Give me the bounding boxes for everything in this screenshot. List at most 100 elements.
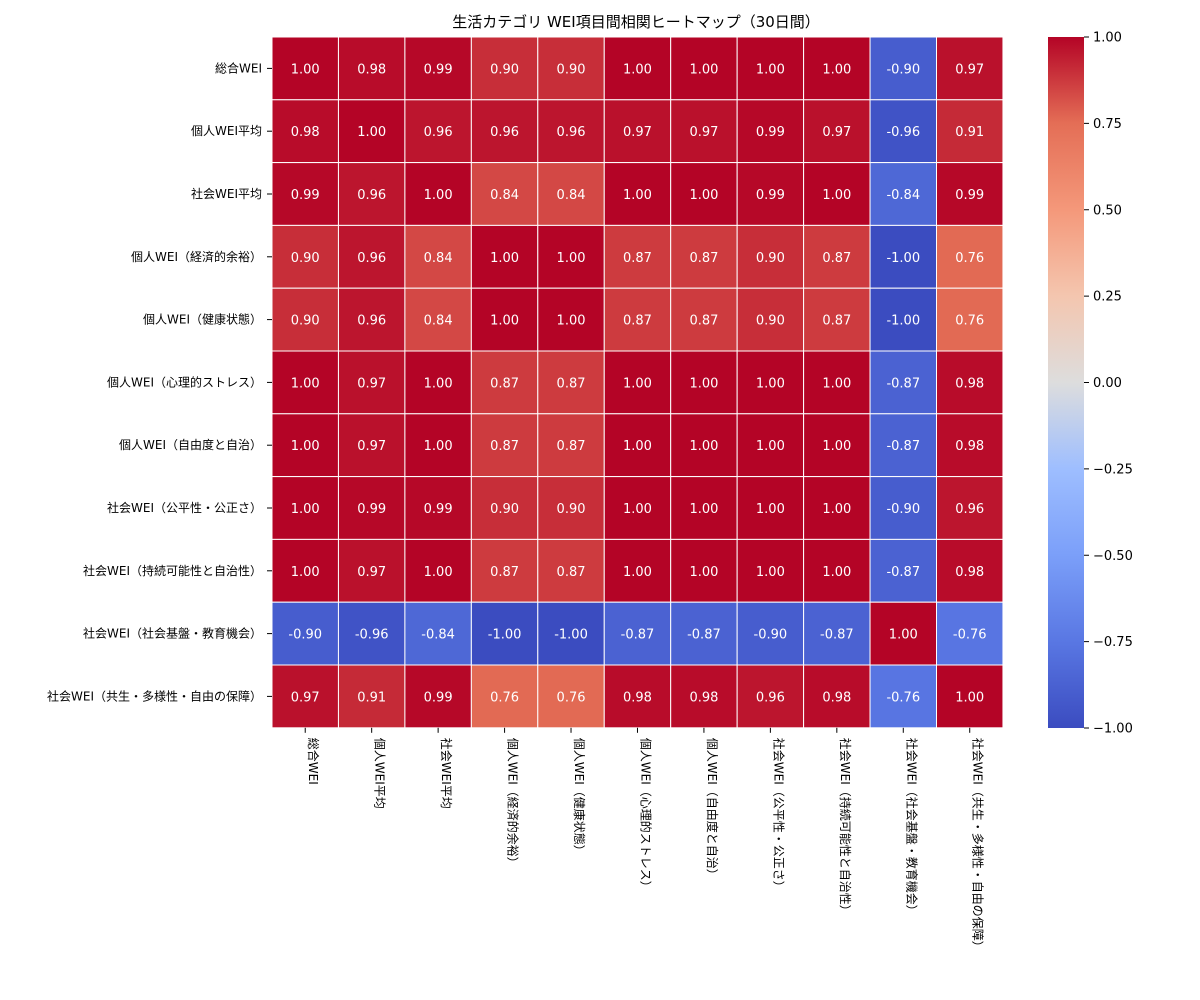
heatmap-cell — [869, 538, 937, 603]
cell-value-label: 1.00 — [689, 376, 718, 391]
cell-value-label: 1.00 — [623, 62, 652, 77]
colorbar-tick-label: −0.50 — [1093, 549, 1133, 564]
cell-value-label: 0.76 — [557, 690, 586, 705]
heatmap-cell — [537, 162, 605, 226]
colorbar: 1.00 0.75 0.50 0.25 0.00 −0.25 −0.50 −0.75 −1.00 — [1048, 31, 1133, 737]
cell-value-label: 0.99 — [756, 125, 785, 140]
cell-value-label: 0.90 — [291, 251, 320, 266]
cell-value-label: 1.00 — [822, 502, 851, 517]
cell-value-label: 1.00 — [424, 376, 453, 391]
heatmap-cell — [404, 664, 472, 729]
heatmap-cell — [537, 287, 605, 352]
cell-value-label: 1.00 — [357, 125, 386, 140]
cell-value-label: 0.96 — [557, 125, 586, 140]
cell-value-label: 0.99 — [424, 502, 453, 517]
heatmap-cell — [603, 664, 672, 729]
cell-value-label: 0.87 — [689, 251, 718, 266]
heatmap-cell — [603, 99, 672, 164]
heatmap-cell — [736, 99, 805, 164]
heatmap-cell — [271, 476, 339, 540]
heatmap-cell — [337, 287, 406, 352]
column-label: 社会WEI（社会基盤・教育機会） — [904, 738, 919, 917]
cell-value-label: 0.96 — [424, 125, 453, 140]
column-label: 個人WEI平均 — [373, 738, 387, 809]
column-label: 社会WEI平均 — [439, 738, 454, 809]
row-label: 総合WEI — [215, 60, 262, 75]
heatmap-cell — [803, 601, 871, 666]
heatmap-cell — [736, 601, 805, 666]
cell-value-label: 0.99 — [955, 188, 984, 203]
cell-value-label: 1.00 — [689, 565, 718, 580]
heatmap-cell — [670, 99, 738, 164]
cell-value-label: -0.96 — [886, 125, 920, 140]
heatmap-cell — [470, 224, 539, 289]
heatmap-cell — [470, 350, 539, 415]
cell-value-label: 0.90 — [490, 502, 519, 517]
cell-value-label: 0.87 — [623, 251, 652, 266]
heatmap-cell — [936, 413, 1004, 478]
heatmap-cell — [470, 36, 539, 101]
heatmap-cell — [271, 538, 339, 603]
cell-value-label: 0.97 — [357, 565, 386, 580]
heatmap-cell — [670, 413, 738, 478]
cell-value-label: 0.96 — [756, 690, 785, 705]
heatmap-cell — [603, 601, 672, 666]
heatmap-cell — [271, 99, 339, 164]
heatmap-cell — [470, 287, 539, 352]
colorbar-tick-label: 0.75 — [1093, 117, 1122, 132]
cell-value-label: 1.00 — [623, 502, 652, 517]
cell-value-label: 0.96 — [490, 125, 519, 140]
heatmap-cell — [603, 162, 672, 226]
cell-value-label: -0.87 — [886, 376, 920, 391]
column-label: 社会WEI（持続可能性と自治性） — [838, 738, 853, 917]
cell-value-label: -0.84 — [886, 188, 920, 203]
colorbar-tick-label: −1.00 — [1093, 722, 1133, 737]
cell-value-label: 0.91 — [955, 125, 984, 140]
cell-value-label: 1.00 — [424, 439, 453, 454]
column-label: 個人WEI（心理的ストレス） — [638, 738, 653, 893]
heatmap-cell — [470, 476, 539, 540]
cell-value-label: 1.00 — [689, 502, 718, 517]
cell-value-label: 0.87 — [689, 314, 718, 329]
row-label: 社会WEI（公平性・公正さ） — [107, 500, 262, 515]
cell-value-label: 0.98 — [689, 690, 718, 705]
heatmap-cell — [869, 224, 937, 289]
cell-value-label: 0.97 — [357, 376, 386, 391]
heatmap-cell — [869, 476, 937, 540]
cell-value-label: 0.98 — [291, 125, 320, 140]
cell-value-label: 1.00 — [756, 62, 785, 77]
cell-value-label: 0.97 — [955, 62, 984, 77]
cell-value-label: 1.00 — [822, 565, 851, 580]
heatmap-cell — [736, 36, 805, 101]
heatmap-cell — [603, 350, 672, 415]
heatmap-cell — [404, 601, 472, 666]
colorbar-tick-label: 0.50 — [1093, 203, 1122, 218]
heatmap-cell — [537, 224, 605, 289]
cell-value-label: 0.84 — [490, 188, 519, 203]
heatmap-cell — [404, 287, 472, 352]
cell-value-label: 0.99 — [357, 502, 386, 517]
heatmap-cell — [736, 538, 805, 603]
cell-value-label: 0.97 — [689, 125, 718, 140]
cell-value-label: 1.00 — [822, 188, 851, 203]
heatmap-cell — [537, 601, 605, 666]
cell-value-label: 0.96 — [955, 502, 984, 517]
cell-value-label: 0.97 — [291, 690, 320, 705]
cell-value-label: -0.90 — [754, 628, 788, 643]
heatmap-cell — [803, 99, 871, 164]
cell-value-label: 0.99 — [291, 188, 320, 203]
cell-value-label: 0.87 — [822, 251, 851, 266]
cell-value-label: 1.00 — [889, 628, 918, 643]
cell-value-label: -1.00 — [488, 628, 522, 643]
heatmap-cell — [337, 476, 406, 540]
heatmap-cell — [869, 664, 937, 729]
cell-value-label: 1.00 — [291, 439, 320, 454]
cell-value-label: 0.97 — [623, 125, 652, 140]
heatmap-cell — [603, 287, 672, 352]
column-label: 個人WEI（経済的余裕） — [506, 738, 521, 869]
colorbar-tick-label: −0.25 — [1093, 462, 1133, 477]
heatmap-cell — [803, 287, 871, 352]
heatmap-cell — [404, 224, 472, 289]
column-label: 総合WEI — [306, 738, 321, 785]
